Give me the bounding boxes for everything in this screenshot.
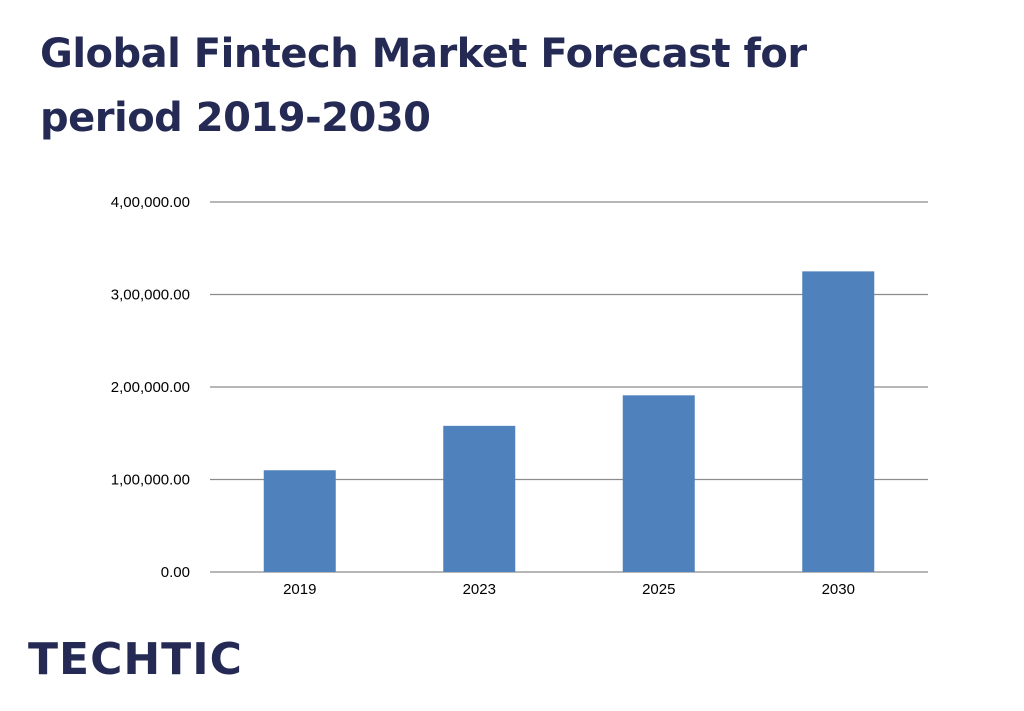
techtic-logo: TECHTIC [28,634,243,685]
y-tick-label: 4,00,000.00 [111,194,190,211]
bar-2023 [443,425,516,572]
x-tick-label: 2030 [822,581,855,598]
x-tick-label: 2023 [463,581,496,598]
bars [263,271,875,572]
y-tick-label: 3,00,000.00 [111,287,190,304]
y-tick-label: 0.00 [161,564,190,581]
bar-2025 [622,395,695,572]
bar-2030 [802,271,875,572]
x-tick-label: 2025 [642,581,675,598]
x-axis-tick-labels: 2019 2023 2025 2030 [283,581,855,598]
bar-2019 [263,470,336,572]
y-tick-label: 1,00,000.00 [111,472,190,489]
y-tick-label: 2,00,000.00 [111,379,190,396]
x-tick-label: 2019 [283,581,316,598]
chart-title: Global Fintech Market Forecast for perio… [40,31,807,141]
y-axis-tick-labels: 0.00 1,00,000.00 2,00,000.00 3,00,000.00 4,0… [111,194,190,581]
